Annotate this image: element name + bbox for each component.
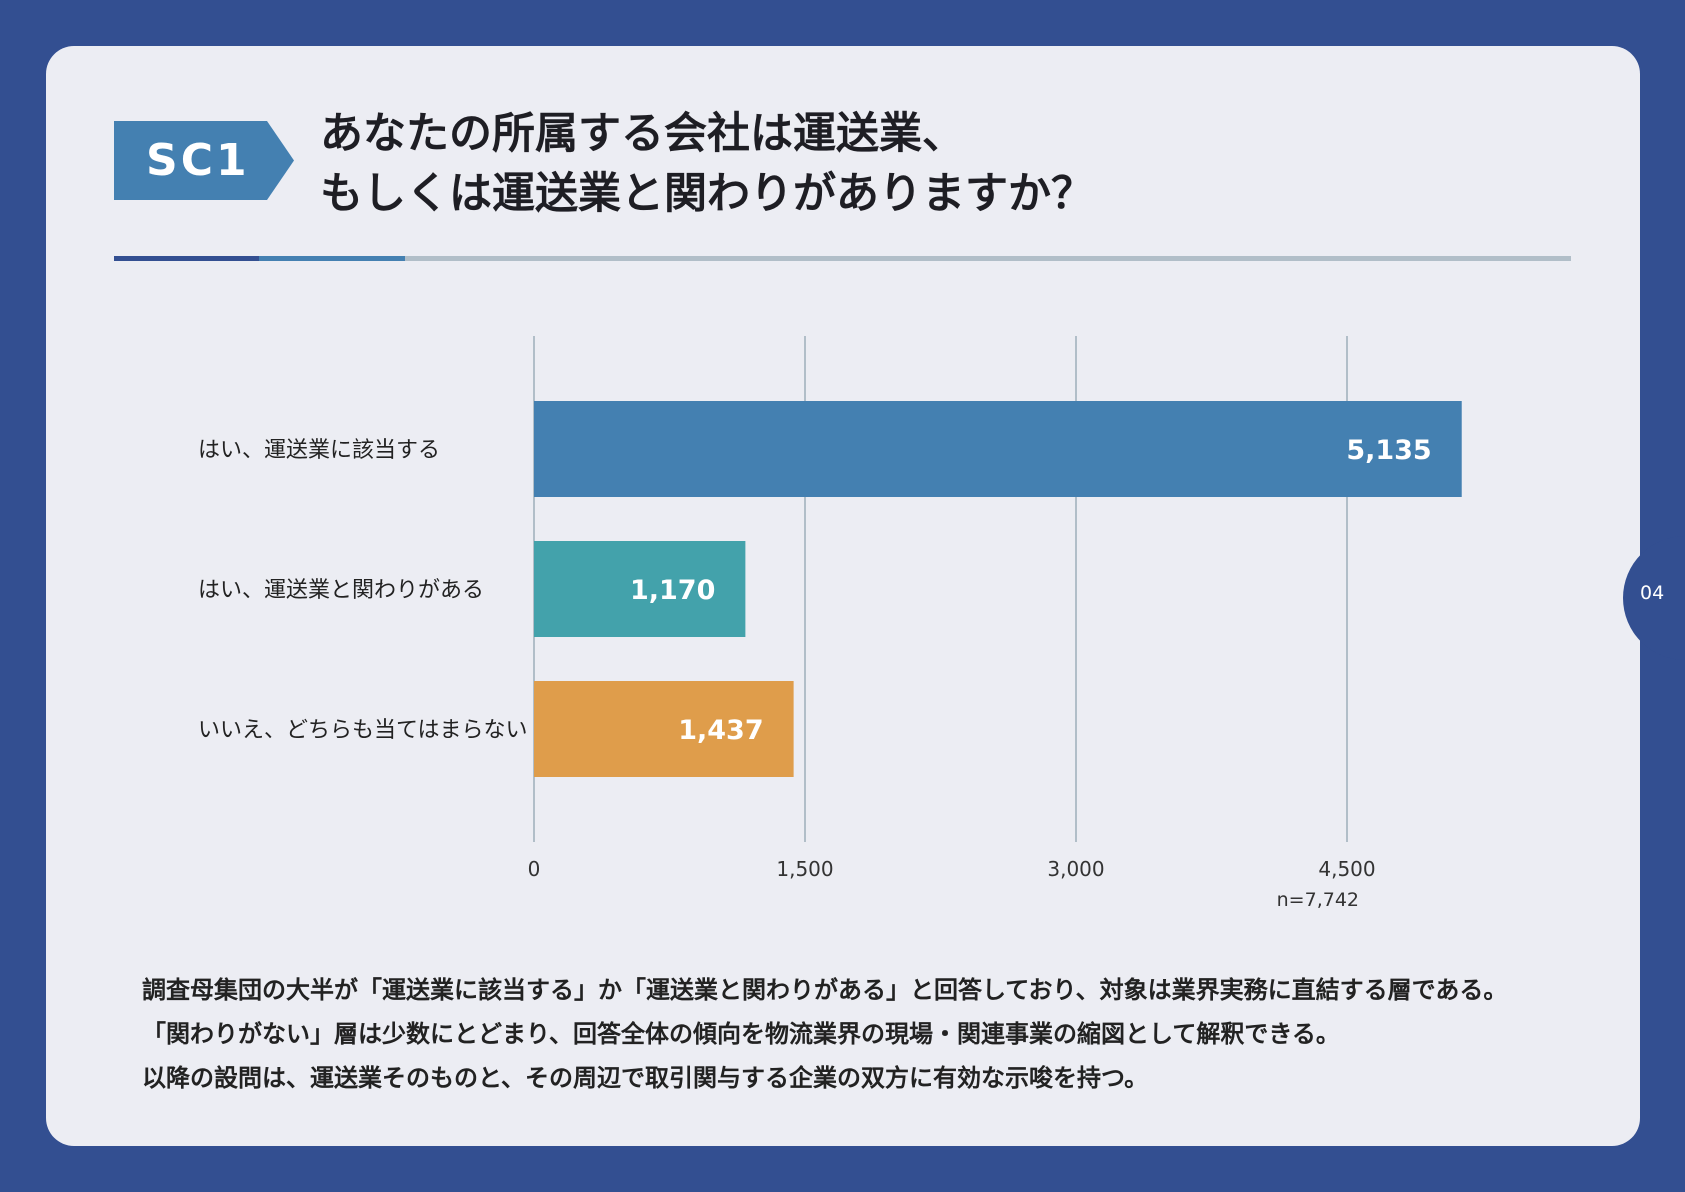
category-label: はい、運送業に該当する	[198, 438, 440, 463]
bar-value-label: 1,170	[630, 575, 715, 606]
divider-segment-dark	[114, 256, 259, 261]
summary-line: 以降の設問は、運送業そのものと、その周辺で取引関与する企業の双方に有効な示唆を持…	[142, 1064, 1149, 1092]
page-number: 04	[1640, 582, 1665, 604]
x-tick-label: 4,500	[1318, 857, 1375, 881]
summary-line: 調査母集団の大半が「運送業に該当する」か「運送業と関わりがある」と回答しており、…	[142, 976, 1508, 1004]
summary-line: 「関わりがない」層は少数にとどまり、回答全体の傾向を物流業界の現場・関連事業の縮…	[142, 1020, 1340, 1048]
category-label: はい、運送業と関わりがある	[198, 578, 484, 603]
question-title: あなたの所属する会社は運送業、 もしくは運送業と関わりがありますか？	[320, 104, 1560, 224]
summary-text: 調査母集団の大半が「運送業に該当する」か「運送業と関わりがある」と回答しており、…	[142, 968, 1542, 1100]
bar-value-label: 5,135	[1346, 435, 1431, 466]
bar-value-label: 1,437	[678, 715, 763, 746]
bar	[534, 681, 794, 777]
content-card	[46, 46, 1640, 1146]
title-line-1: あなたの所属する会社は運送業、	[320, 109, 965, 159]
divider-segment-mid	[259, 256, 405, 261]
x-tick-label: 3,000	[1047, 857, 1104, 881]
divider-segment-light	[405, 256, 1571, 261]
category-label: いいえ、どちらも当てはまらない	[198, 718, 528, 743]
x-tick-label: 1,500	[776, 857, 833, 881]
bar	[534, 401, 1462, 497]
question-badge: SC1	[114, 121, 294, 200]
bar	[534, 541, 746, 637]
title-line-2: もしくは運送業と関わりがありますか？	[320, 169, 1094, 219]
x-tick-label: 0	[528, 857, 541, 881]
sample-size-note: n=7,742	[1276, 889, 1359, 911]
